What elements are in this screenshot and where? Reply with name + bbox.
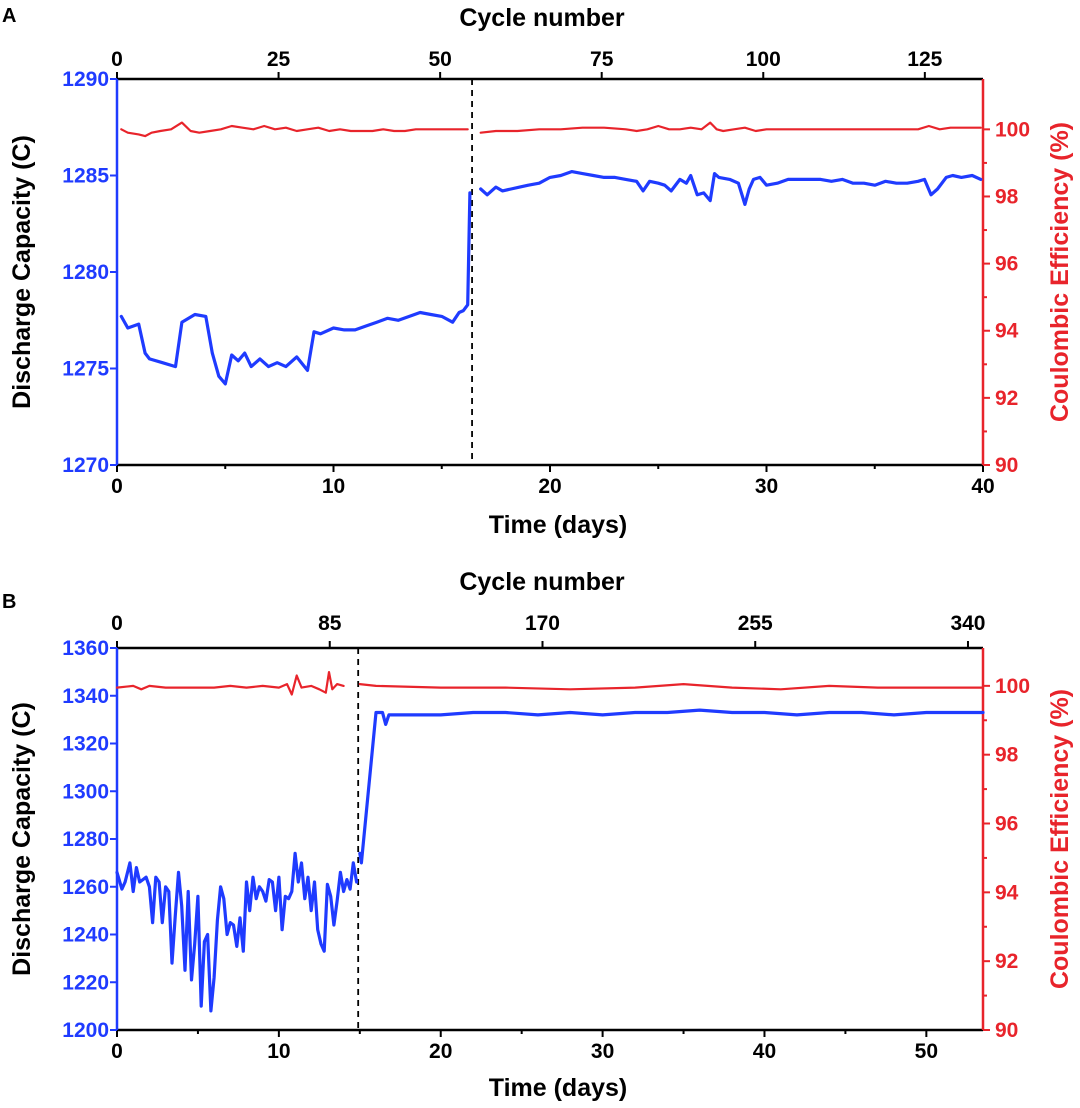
x2-axis-title: Cycle number	[459, 568, 625, 596]
discharge-capacity-line-segment-1	[119, 191, 472, 386]
y-tick-label: 1340	[62, 685, 109, 708]
panel-label: B	[2, 591, 16, 613]
panel-b: B 0 10 20 30 40 50 0 85 170 255 340 1200 1220 1240 1260…	[2, 568, 1074, 1102]
y-tick-label: 1280	[62, 828, 109, 851]
x-axis-title: Time (days)	[489, 1074, 627, 1102]
x2-tick-label: 0	[111, 48, 123, 71]
x-tick-label: 50	[915, 1040, 938, 1063]
y-tick-label: 1280	[62, 261, 109, 284]
y2-tick-label: 98	[995, 185, 1019, 208]
x2-tick-label: 75	[590, 48, 614, 71]
y-tick-label: 1300	[62, 780, 109, 803]
x2-tick-label: 85	[318, 612, 342, 635]
y-axis-title: Discharge Capacity (C)	[8, 702, 36, 976]
x2-tick-label: 170	[525, 612, 560, 635]
y2-tick-label: 94	[995, 320, 1019, 343]
x-tick-label: 20	[538, 475, 561, 498]
x-tick-label: 30	[755, 475, 778, 498]
y-tick-label: 1285	[62, 165, 109, 188]
y-tick-label: 1220	[62, 971, 109, 994]
y-tick-label: 1360	[62, 637, 109, 660]
x-tick-label: 10	[322, 475, 345, 498]
x-tick-label: 20	[429, 1040, 452, 1063]
y2-tick-label: 94	[995, 881, 1019, 904]
y2-tick-label: 90	[995, 454, 1018, 477]
panel-label: A	[2, 5, 16, 27]
y2-axis-title: Coulombic Efficiency (%)	[1046, 689, 1074, 989]
y-axis-title: Discharge Capacity (C)	[8, 135, 36, 409]
discharge-capacity-line-segment-2	[479, 170, 983, 206]
y-tick-label: 1290	[62, 68, 109, 91]
discharge-capacity-line-segment-2	[358, 708, 985, 865]
y2-tick-label: 100	[995, 675, 1030, 698]
y2-tick-label: 92	[995, 950, 1018, 973]
y-tick-label: 1200	[62, 1019, 109, 1042]
y-tick-label: 1320	[62, 733, 109, 756]
panel-a: A 0 10 20 30 40 0 25 50 75 100 125 1270 1275 1280 1285 1…	[2, 4, 1074, 539]
x-tick-label: 40	[753, 1040, 776, 1063]
x2-tick-label: 255	[738, 612, 773, 635]
x2-axis-title: Cycle number	[459, 4, 625, 32]
coulombic-efficiency-line-segment-1	[120, 121, 469, 138]
y-tick-label: 1240	[62, 924, 109, 947]
coulombic-efficiency-line-segment-2	[358, 682, 985, 691]
x-tick-label: 0	[111, 475, 123, 498]
y-tick-label: 1275	[62, 358, 109, 381]
x-tick-label: 30	[591, 1040, 614, 1063]
y-tick-label: 1260	[62, 876, 109, 899]
x-axis-title: Time (days)	[489, 511, 627, 539]
x-tick-label: 10	[267, 1040, 290, 1063]
y2-tick-label: 100	[995, 118, 1030, 141]
x-tick-label: 40	[971, 475, 994, 498]
y2-tick-label: 90	[995, 1019, 1018, 1042]
y2-tick-label: 92	[995, 387, 1018, 410]
x2-tick-label: 0	[111, 612, 123, 635]
y2-tick-label: 96	[995, 813, 1018, 836]
x2-tick-label: 100	[746, 48, 781, 71]
x2-tick-label: 340	[950, 612, 985, 635]
coulombic-efficiency-line-segment-2	[479, 121, 982, 134]
y2-axis-title: Coulombic Efficiency (%)	[1046, 122, 1074, 422]
x2-tick-label: 50	[428, 48, 451, 71]
x2-tick-label: 125	[907, 48, 942, 71]
y-tick-label: 1270	[62, 454, 109, 477]
y2-tick-label: 96	[995, 253, 1018, 276]
discharge-capacity-line-segment-1	[115, 851, 359, 1013]
y2-tick-label: 98	[995, 744, 1019, 767]
x2-tick-label: 25	[267, 48, 291, 71]
x-tick-label: 0	[111, 1040, 123, 1063]
coulombic-efficiency-line-segment-1	[115, 670, 345, 696]
